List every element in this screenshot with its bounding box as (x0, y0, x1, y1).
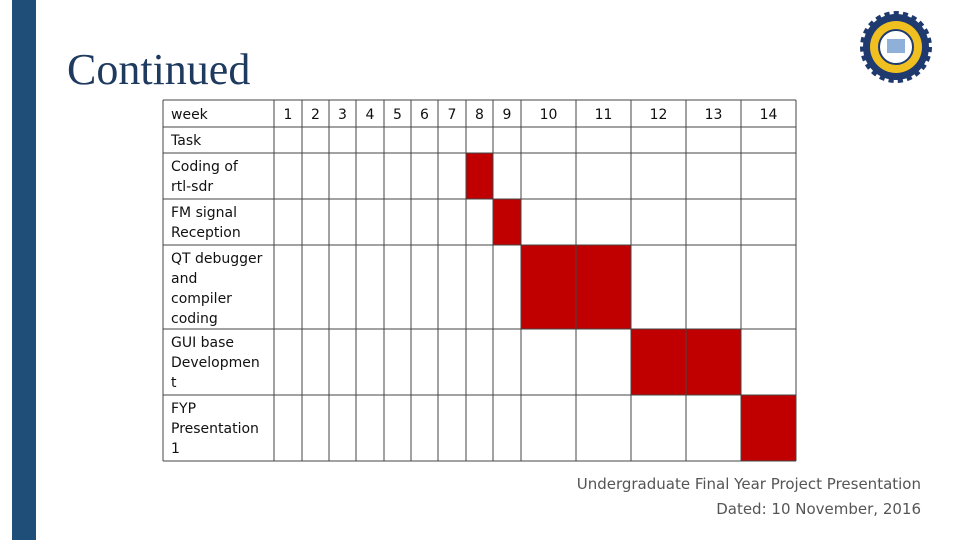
side-bar (12, 0, 36, 540)
task-label: and (171, 271, 197, 287)
week-number: 8 (475, 107, 484, 123)
slide-title: Continued (67, 45, 250, 94)
week-number: 4 (366, 107, 375, 123)
task-label: Developmen (171, 355, 260, 371)
task-label: Reception (171, 225, 241, 241)
highlight-cell (686, 329, 741, 395)
week-number: 11 (595, 107, 613, 123)
week-number: 5 (393, 107, 402, 123)
week-number: 2 (311, 107, 320, 123)
task-label: t (171, 375, 177, 391)
highlight-cell (493, 199, 521, 245)
task-label: Task (170, 133, 202, 149)
highlight-cell (741, 395, 796, 461)
highlight-cell (466, 153, 493, 199)
task-label: QT debugger (171, 251, 263, 267)
header-label: week (171, 107, 209, 123)
week-number: 6 (420, 107, 429, 123)
week-number: 10 (540, 107, 558, 123)
task-label: coding (171, 311, 218, 327)
footer-line: Dated: 10 November, 2016 (716, 500, 921, 518)
highlight-cell (521, 245, 576, 329)
task-label: GUI base (171, 335, 234, 351)
footer-line: Undergraduate Final Year Project Present… (577, 475, 921, 493)
week-number: 1 (284, 107, 293, 123)
week-number: 13 (705, 107, 723, 123)
week-number: 7 (448, 107, 457, 123)
week-number: 3 (338, 107, 347, 123)
week-number: 12 (650, 107, 668, 123)
week-number: 9 (503, 107, 512, 123)
task-label: Coding of (171, 159, 239, 175)
logo (860, 11, 932, 83)
week-number: 14 (760, 107, 778, 123)
task-label: compiler (171, 291, 232, 307)
highlight-cell (576, 245, 631, 329)
task-label: FM signal (171, 205, 237, 221)
highlight-cell (631, 329, 686, 395)
task-label: rtl-sdr (171, 179, 213, 195)
task-label: 1 (171, 441, 180, 457)
task-label: Presentation (171, 421, 259, 437)
task-label: FYP (171, 401, 196, 417)
